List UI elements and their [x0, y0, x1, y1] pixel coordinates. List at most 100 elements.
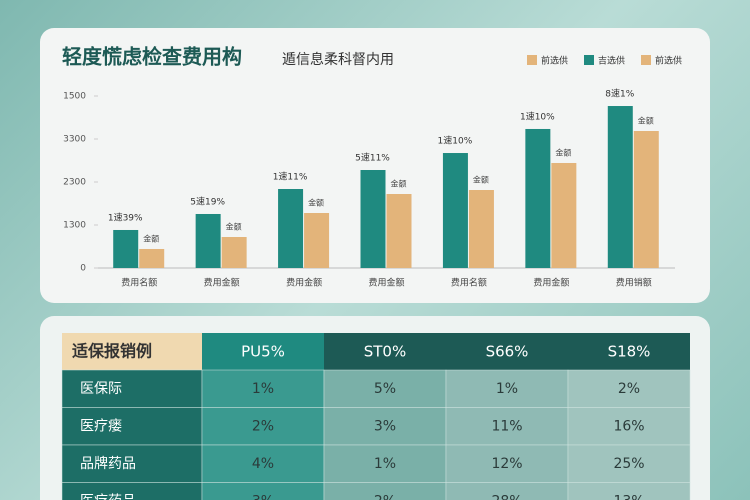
- cell: [323, 444, 447, 483]
- header-cell: [568, 333, 690, 370]
- cell: [201, 444, 325, 483]
- bar: [278, 189, 304, 268]
- bar: [525, 128, 551, 268]
- bar-annotation: 1速39%: [108, 212, 143, 223]
- cell-text: 3%: [374, 419, 396, 435]
- x-tick-label: 费用金额: [286, 277, 322, 289]
- cell: [567, 444, 691, 483]
- x-tick-label: 费用金额: [368, 277, 404, 289]
- x-tick-label: 费用销额: [616, 277, 652, 289]
- y-tick-label: 3300: [63, 135, 86, 145]
- header-cell: [202, 333, 324, 370]
- cell: [201, 369, 325, 408]
- header-cell: [62, 333, 202, 370]
- chart-subtitle: 遁信息柔科督内用: [282, 51, 394, 68]
- cell: [201, 482, 325, 500]
- bar: [139, 248, 165, 268]
- bar-label: 金额: [638, 116, 654, 126]
- bar-label: 金额: [555, 147, 571, 157]
- cell-text: 4%: [252, 456, 274, 472]
- cell-text: 25%: [613, 456, 644, 472]
- chart-title: 轻度慌虑检查费用构: [62, 45, 242, 69]
- header-cell: [446, 333, 568, 370]
- legend-swatch: [641, 55, 651, 65]
- cell: [567, 369, 691, 408]
- bar-label: 金额: [391, 178, 407, 188]
- bar: [360, 170, 386, 268]
- cell: [567, 482, 691, 500]
- bar: [442, 153, 468, 268]
- bar-annotation: 5速19%: [190, 196, 225, 207]
- cell-text: 医疗瘘: [80, 418, 122, 435]
- cell-text: 1%: [496, 381, 518, 397]
- legend-label: 前选供: [655, 55, 682, 67]
- legend-swatch: [527, 55, 537, 65]
- header-text: PU5%: [241, 343, 285, 361]
- bar-annotation: 1速11%: [273, 172, 308, 183]
- bar: [195, 213, 221, 268]
- bar: [386, 193, 412, 268]
- bar: [551, 162, 577, 268]
- cell-text: 2%: [618, 381, 640, 397]
- cell-text: 1%: [252, 381, 274, 397]
- cell-text: 11%: [491, 419, 522, 435]
- y-tick-label: 0: [80, 264, 86, 274]
- cell: [61, 407, 203, 446]
- cell-text: 品牌药品: [80, 455, 136, 472]
- cell: [61, 444, 203, 483]
- cell: [445, 444, 569, 483]
- bar-annotation: 5速11%: [355, 153, 390, 164]
- cell: [567, 407, 691, 446]
- bar: [607, 106, 633, 268]
- header-text: S18%: [608, 343, 651, 361]
- cell-text: 28%: [491, 494, 522, 500]
- x-tick-label: 费用名额: [121, 277, 157, 289]
- cell-text: 13%: [613, 494, 644, 500]
- bar-label: 金额: [473, 174, 489, 184]
- bar: [221, 236, 247, 268]
- cell: [323, 482, 447, 500]
- legend-label: 前选供: [541, 55, 568, 67]
- bar: [633, 131, 659, 268]
- cell: [61, 369, 203, 408]
- x-tick-label: 费用金额: [204, 277, 240, 289]
- header-text: S66%: [486, 343, 529, 361]
- cell: [445, 407, 569, 446]
- bar: [468, 189, 494, 268]
- y-tick-label: 2300: [63, 178, 86, 188]
- cell-text: 2%: [252, 419, 274, 435]
- y-tick-label: 1500: [63, 92, 86, 102]
- cell: [445, 369, 569, 408]
- header-cell: [324, 333, 446, 370]
- bar-label: 金额: [143, 233, 159, 243]
- legend-swatch: [584, 55, 594, 65]
- cell-text: 16%: [613, 419, 644, 435]
- bar: [113, 229, 139, 268]
- cell-text: 1%: [374, 456, 396, 472]
- cell-text: 3%: [252, 494, 274, 500]
- header-text: ST0%: [364, 343, 406, 361]
- x-tick-label: 费用名额: [451, 277, 487, 289]
- legend-label: 吉选供: [598, 55, 625, 67]
- x-tick-label: 费用金额: [533, 277, 569, 289]
- header-text: 适保报销例: [72, 342, 152, 361]
- cell-text: 5%: [374, 381, 396, 397]
- cell: [323, 369, 447, 408]
- cell: [445, 482, 569, 500]
- cell: [201, 407, 325, 446]
- cell: [323, 407, 447, 446]
- bar-annotation: 1速10%: [438, 136, 473, 147]
- bar-annotation: 1速10%: [520, 111, 555, 122]
- bar-label: 金额: [308, 198, 324, 208]
- cell-text: 12%: [491, 456, 522, 472]
- bar-annotation: 8速1%: [605, 89, 634, 100]
- cell-text: 医保际: [80, 381, 122, 397]
- bar: [304, 213, 330, 268]
- y-tick-label: 1300: [63, 221, 86, 231]
- cell-text: 2%: [374, 494, 396, 500]
- cell-text: 医疗药品: [80, 494, 136, 500]
- bar-label: 金额: [226, 221, 242, 231]
- cell: [61, 482, 203, 500]
